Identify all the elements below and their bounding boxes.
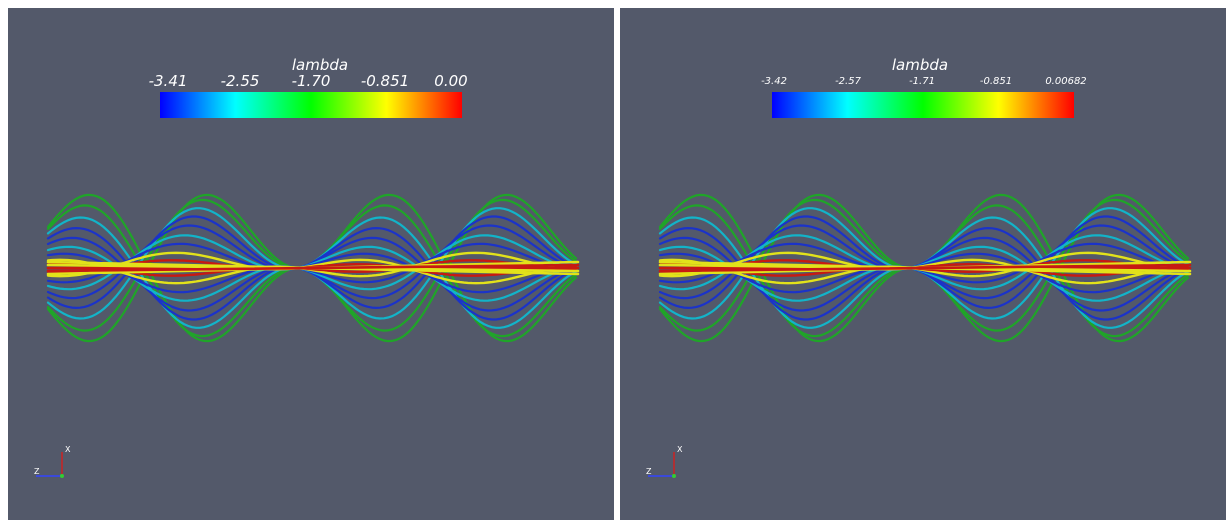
orientation-axes-icon [648,452,676,478]
colorbar-tick-label: 0.00 [434,72,468,90]
streamline-curve [658,263,1192,273]
axis-x-label: X [677,445,683,454]
colorbar-tick-label: -0.851 [979,76,1013,87]
streamline-curve [46,263,580,273]
axis-z-label: Z [34,467,40,476]
colorbar-tick-label: -3.42 [761,76,787,87]
colorbar-gradient [772,92,1074,118]
colorbar-tick-label: -1.70 [291,72,331,90]
colorbar-tick-label: -2.57 [835,76,861,87]
axis-z-label: Z [646,467,652,476]
colorbar-title: lambda [291,56,349,74]
colorbar-tick-label: -0.851 [360,72,410,90]
render-view-left[interactable]: lambda -3.41 -2.55 -1.70 -0.851 0.00 X Z [8,8,614,520]
streamline-scene [658,193,1192,343]
render-view-right[interactable]: lambda -3.42 -2.57 -1.71 -0.851 0.00682 … [620,8,1226,520]
colorbar-tick-label: -2.55 [220,72,260,90]
colorbar-tick-label: -3.41 [148,72,188,90]
colorbar-gradient [160,92,462,118]
colorbar-tick-label: 0.00682 [1045,76,1087,87]
colorbar-tick-label: -1.71 [909,76,935,87]
streamline-scene [46,193,580,343]
colorbar-title: lambda [891,56,949,74]
orientation-axes-icon [36,452,64,478]
axis-x-label: X [65,445,71,454]
